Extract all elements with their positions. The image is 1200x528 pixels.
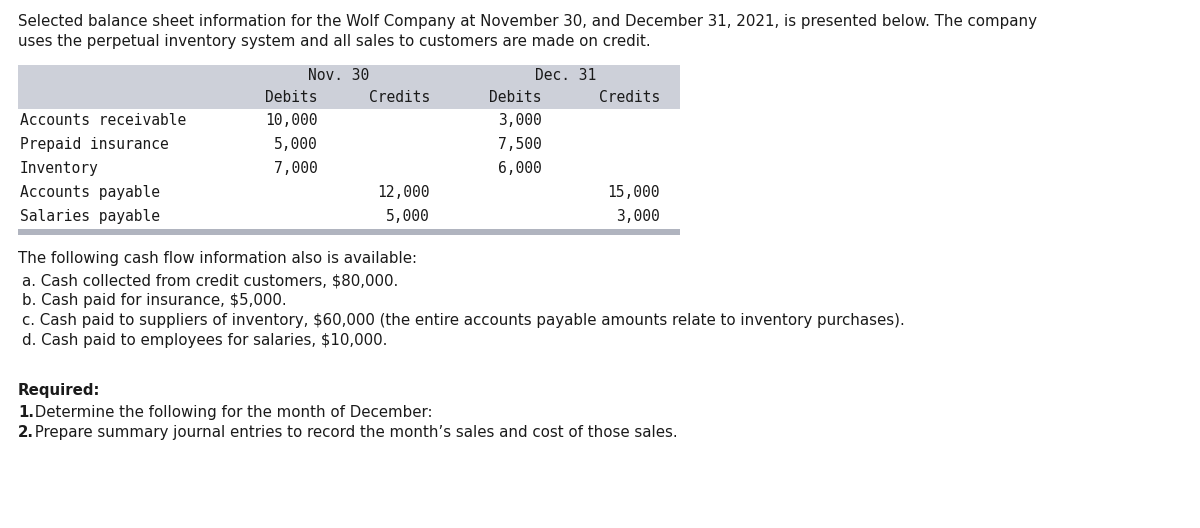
- Text: uses the perpetual inventory system and all sales to customers are made on credi: uses the perpetual inventory system and …: [18, 34, 650, 49]
- Text: 6,000: 6,000: [498, 161, 542, 176]
- Text: a. Cash collected from credit customers, $80,000.: a. Cash collected from credit customers,…: [22, 273, 398, 288]
- Text: 7,000: 7,000: [275, 161, 318, 176]
- Text: 2.: 2.: [18, 425, 34, 440]
- Text: Dec. 31: Dec. 31: [535, 68, 596, 83]
- Text: Inventory: Inventory: [20, 161, 98, 176]
- Text: 7,500: 7,500: [498, 137, 542, 152]
- Text: Prepaid insurance: Prepaid insurance: [20, 137, 169, 152]
- Text: 10,000: 10,000: [265, 113, 318, 128]
- Text: The following cash flow information also is available:: The following cash flow information also…: [18, 251, 418, 266]
- Bar: [18, 133, 680, 157]
- Text: 12,000: 12,000: [378, 185, 430, 200]
- Text: 1.: 1.: [18, 405, 34, 420]
- Bar: [18, 157, 680, 181]
- Text: Required:: Required:: [18, 383, 101, 398]
- Text: Salaries payable: Salaries payable: [20, 209, 160, 224]
- Text: Debits: Debits: [490, 90, 542, 105]
- Bar: [18, 87, 680, 109]
- Text: Credits: Credits: [368, 90, 430, 105]
- Text: Accounts payable: Accounts payable: [20, 185, 160, 200]
- Text: Accounts receivable: Accounts receivable: [20, 113, 186, 128]
- Bar: [18, 205, 680, 229]
- Bar: [18, 229, 680, 235]
- Text: 5,000: 5,000: [386, 209, 430, 224]
- Text: 3,000: 3,000: [617, 209, 660, 224]
- Text: Nov. 30: Nov. 30: [308, 68, 370, 83]
- Text: b. Cash paid for insurance, $5,000.: b. Cash paid for insurance, $5,000.: [22, 293, 287, 308]
- Text: d. Cash paid to employees for salaries, $10,000.: d. Cash paid to employees for salaries, …: [22, 333, 388, 348]
- Text: Determine the following for the month of December:: Determine the following for the month of…: [30, 405, 432, 420]
- Text: 3,000: 3,000: [498, 113, 542, 128]
- Text: Debits: Debits: [265, 90, 318, 105]
- Bar: [18, 65, 680, 87]
- Text: Prepare summary journal entries to record the month’s sales and cost of those sa: Prepare summary journal entries to recor…: [30, 425, 678, 440]
- Text: 5,000: 5,000: [275, 137, 318, 152]
- Text: c. Cash paid to suppliers of inventory, $60,000 (the entire accounts payable amo: c. Cash paid to suppliers of inventory, …: [22, 313, 905, 328]
- Bar: [18, 181, 680, 205]
- Text: Selected balance sheet information for the Wolf Company at November 30, and Dece: Selected balance sheet information for t…: [18, 14, 1037, 29]
- Bar: [18, 109, 680, 133]
- Text: 15,000: 15,000: [607, 185, 660, 200]
- Text: Credits: Credits: [599, 90, 660, 105]
